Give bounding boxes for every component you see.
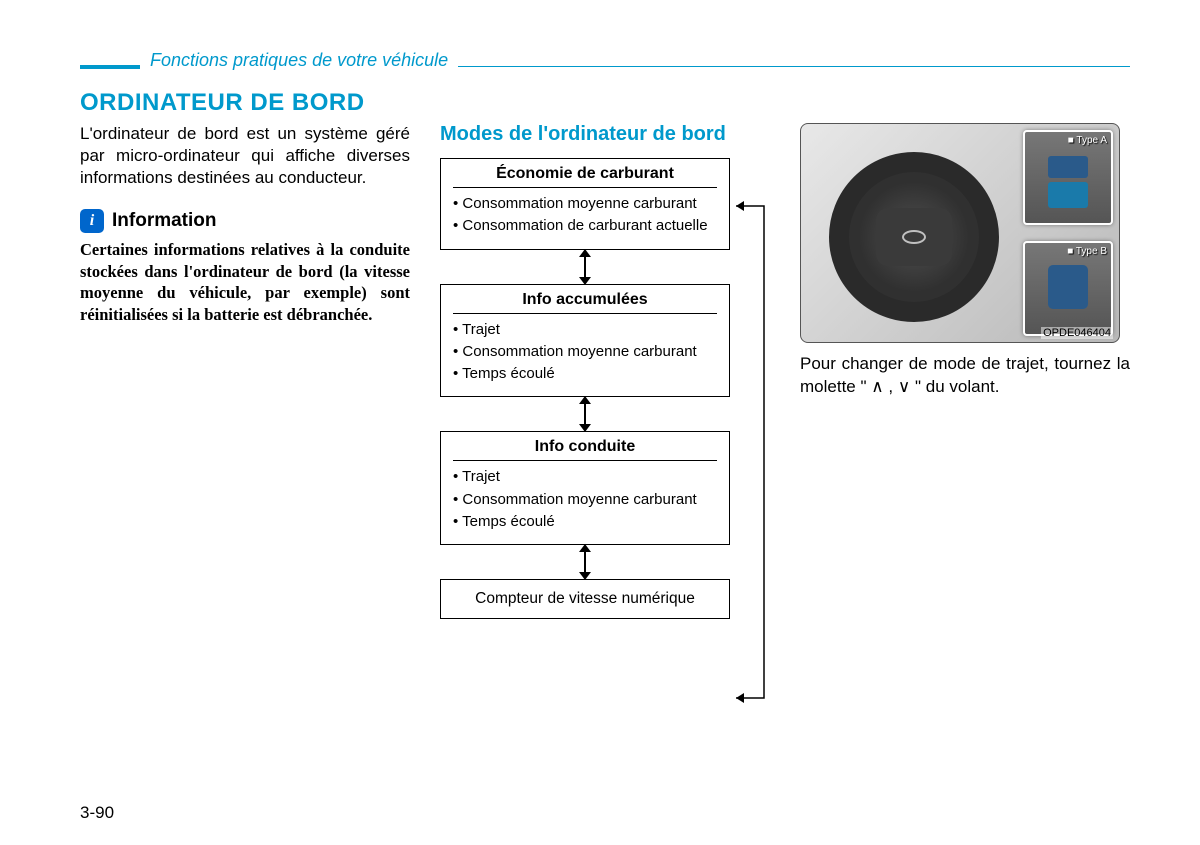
return-arrow-icon (730, 158, 770, 718)
column-left: L'ordinateur de bord est un système géré… (80, 123, 410, 619)
control-button-graphic (1048, 182, 1088, 208)
list-item: Temps écoulé (453, 512, 717, 532)
inset-label: ■ Type A (1068, 135, 1107, 146)
flow-connector (440, 250, 730, 284)
brand-logo-icon (902, 230, 926, 244)
column-right: ■ Type A ■ Type B OPDE046404 Pour change… (800, 123, 1130, 619)
flowchart: Économie de carburant Consommation moyen… (440, 158, 770, 619)
header-rule (458, 66, 1130, 67)
intro-paragraph: L'ordinateur de bord est un système géré… (80, 123, 410, 189)
flow-box-list: Consommation moyenne carburant Consommat… (453, 194, 717, 237)
flow-box-title: Info conduite (453, 438, 717, 461)
flow-box-list: Trajet Consommation moyenne carburant Te… (453, 320, 717, 385)
flow-connector (440, 545, 730, 579)
information-title: Information (112, 210, 217, 232)
list-item: Trajet (453, 467, 717, 487)
list-item: Consommation moyenne carburant (453, 194, 717, 214)
info-icon: i (80, 209, 104, 233)
header-accent-bar (80, 65, 140, 69)
figure-caption: Pour changer de mode de trajet, tournez … (800, 353, 1130, 399)
list-item: Temps écoulé (453, 364, 717, 384)
inset-label: ■ Type B (1067, 246, 1107, 257)
flow-box-accumulated: Info accumulées Trajet Consommation moye… (440, 284, 730, 398)
column-middle: Modes de l'ordinateur de bord Économie d… (440, 123, 770, 619)
flow-box-title: Économie de carburant (453, 165, 717, 188)
figure-code: OPDE046404 (1041, 327, 1113, 339)
control-button-graphic (1048, 265, 1088, 309)
flow-box-driving: Info conduite Trajet Consommation moyenn… (440, 431, 730, 545)
steering-wheel-graphic (829, 152, 999, 322)
list-item: Consommation moyenne carburant (453, 490, 717, 510)
modes-title: Modes de l'ordinateur de bord (440, 123, 770, 146)
list-item: Consommation de carburant actuelle (453, 216, 717, 236)
flow-box-economy: Économie de carburant Consommation moyen… (440, 158, 730, 250)
flow-box-speedometer: Compteur de vitesse numérique (440, 579, 730, 619)
content-columns: L'ordinateur de bord est un système géré… (80, 123, 1130, 619)
flow-connector (440, 397, 730, 431)
steering-hub (876, 208, 952, 266)
list-item: Consommation moyenne carburant (453, 342, 717, 362)
flow-box-list: Trajet Consommation moyenne carburant Te… (453, 467, 717, 532)
section-title: Fonctions pratiques de votre véhicule (150, 50, 448, 71)
page-title: ORDINATEUR DE BORD (80, 89, 1130, 117)
list-item: Trajet (453, 320, 717, 340)
flow-box-title: Info accumulées (453, 291, 717, 314)
information-body: Certaines informations relatives à la co… (80, 239, 410, 325)
control-button-graphic (1048, 156, 1088, 178)
double-arrow-icon (584, 403, 586, 425)
steering-wheel-figure: ■ Type A ■ Type B OPDE046404 (800, 123, 1120, 343)
section-header: Fonctions pratiques de votre véhicule (80, 50, 1130, 71)
double-arrow-icon (584, 256, 586, 278)
page-number: 3-90 (80, 803, 114, 823)
control-inset-type-b: ■ Type B (1023, 241, 1113, 336)
double-arrow-icon (584, 551, 586, 573)
control-inset-type-a: ■ Type A (1023, 130, 1113, 225)
information-header: i Information (80, 209, 410, 233)
